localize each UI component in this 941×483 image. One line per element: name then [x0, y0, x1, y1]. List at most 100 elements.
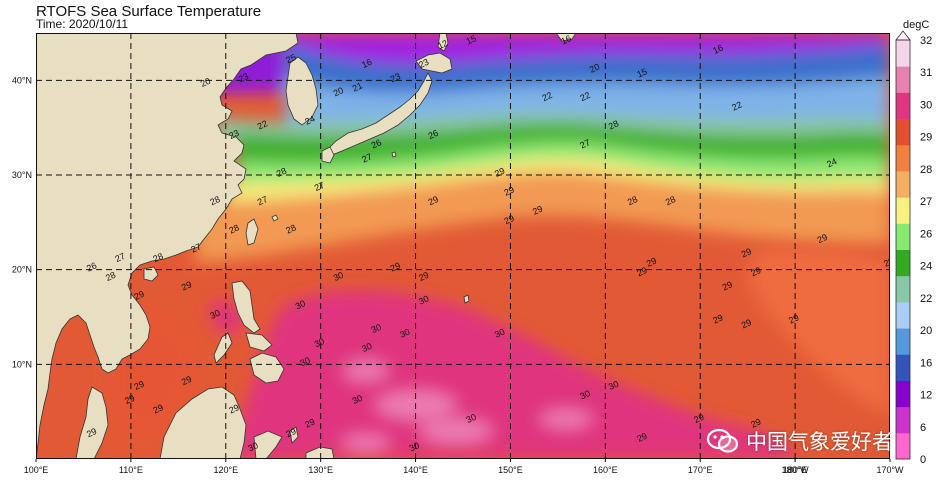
contour-label: 20 — [199, 76, 212, 89]
contour-label: 30 — [465, 412, 478, 425]
contour-label: 29 — [180, 374, 193, 387]
colorbar-tick-label: 27 — [920, 196, 932, 208]
colorbar-swatch — [896, 118, 910, 146]
land-mindanao — [249, 352, 285, 384]
land-japan-hokkaido — [415, 52, 453, 74]
contour-label: 29 — [711, 312, 724, 325]
contour-label: 29 — [721, 279, 734, 292]
colorbar-swatch — [896, 170, 910, 198]
map-frame — [36, 33, 890, 459]
colorbar-tick-label: 24 — [920, 261, 932, 273]
land-marianas — [463, 294, 470, 304]
contour-label: 30 — [208, 308, 221, 321]
contour-label: 27 — [256, 194, 269, 207]
colorbar-tick-label: 32 — [920, 35, 932, 47]
contour-label: 30 — [246, 440, 259, 453]
land-japan-honshu — [325, 72, 433, 156]
contour-label: 24 — [303, 114, 316, 127]
contour-label: 29 — [787, 312, 800, 325]
contour-label: 29 — [503, 213, 516, 226]
contour-label: 28 — [104, 270, 117, 283]
colorbar-swatch — [896, 40, 910, 67]
land-luzon — [231, 280, 261, 334]
contour-label: 29 — [85, 426, 98, 439]
contour-label: 30 — [398, 327, 411, 340]
colorbar-frame — [895, 39, 911, 460]
contour-label: 29 — [132, 379, 145, 392]
contour-label: 29 — [531, 203, 544, 216]
colorbar: degC 0 6 12 16 20 22 24 26 27 28 29 30 31 32 — [895, 19, 932, 466]
colorbar-unit: degC — [903, 19, 929, 31]
watermark: 中国气象爱好者 — [706, 424, 893, 458]
contour-label: 22 — [540, 90, 553, 103]
contour-label: 28 — [664, 194, 677, 207]
contour-label: 28 — [626, 194, 639, 207]
lon-tick-label: 170°W — [876, 465, 904, 475]
contour-label: 20 — [332, 85, 345, 98]
colorbar-swatch — [896, 328, 910, 355]
contour-label: 23 — [237, 71, 250, 84]
colorbar-swatch — [896, 432, 910, 460]
contour-label: 28 — [284, 222, 297, 235]
sst-band-28 — [196, 171, 890, 263]
colorbar-tick-label: 28 — [920, 164, 932, 176]
colorbar-swatch — [896, 380, 910, 408]
contour-label: 29 — [303, 416, 316, 429]
lon-tick-label: 100°E — [24, 465, 49, 475]
contour-label: 12 — [436, 38, 449, 51]
gridlines — [36, 33, 890, 459]
lon-tick-labels: 100°E 110°E 120°E 130°E 140°E 150°E 160°E 170°E… — [24, 459, 904, 475]
contour-label: 22 — [730, 99, 743, 112]
contour-label: 30 — [360, 341, 373, 354]
lat-tick-label: 20°N — [12, 265, 32, 275]
lon-tick-label: 110°E — [119, 465, 143, 475]
contour-label: 22 — [578, 90, 591, 103]
colorbar-tick-label: 26 — [920, 228, 932, 240]
land-sakhalin — [437, 33, 449, 52]
contour-label: 23 — [389, 71, 402, 84]
land-malay — [75, 386, 109, 459]
contour-label: 29 — [749, 265, 762, 278]
lon-tick-label: 140°E — [403, 465, 428, 475]
lat-tick-labels: 10°N 20°N 30°N 40°N — [12, 75, 32, 369]
contour-label: 29 — [417, 270, 430, 283]
sst-east-29 — [749, 248, 890, 413]
lat-tick-label: 30°N — [12, 170, 32, 180]
land-borneo — [159, 386, 247, 459]
land-kamchatka — [555, 33, 577, 42]
land-korea — [285, 56, 319, 126]
contour-label: 29 — [740, 246, 753, 259]
contour-label: 29 — [692, 412, 705, 425]
contour-label: 29 — [427, 194, 440, 207]
lon-tick-label: 180°W — [782, 465, 810, 475]
contour-label: 16 — [711, 43, 724, 56]
colorbar-swatch — [896, 197, 910, 224]
watermark-text: 中国气象爱好者 — [746, 431, 893, 454]
colorbar-swatch — [896, 275, 910, 303]
contour-label: 26 — [427, 128, 440, 141]
colorbar-swatch — [896, 144, 910, 172]
contour-label: 30 — [351, 393, 364, 406]
sst-band-27 — [226, 157, 890, 221]
contour-label: 28 — [208, 194, 221, 207]
contour-labels: 20 23 25 16 23 23 20 21 12 15 15 20 16 16 23 22 24 26 26 22… — [85, 33, 890, 453]
contour-label: 16 — [360, 57, 373, 70]
contour-label: 27 — [578, 137, 591, 150]
contour-label: 28 — [275, 166, 288, 179]
contour-label: 30 — [493, 327, 506, 340]
contour-label: 27 — [189, 241, 202, 254]
sst-pool-31-c — [540, 410, 592, 428]
lat-tick-label: 10°N — [12, 359, 32, 369]
colorbar-swatch — [896, 406, 910, 434]
contour-label: 29 — [635, 265, 648, 278]
contour-label: 26 — [370, 137, 383, 150]
lon-tick-label: 130°E — [308, 465, 333, 475]
colorbar-swatch — [896, 354, 910, 381]
colorbar-swatch — [896, 92, 910, 120]
contour-label: 29 — [816, 232, 829, 245]
contour-label: 29 — [882, 256, 890, 269]
land-visayas — [245, 332, 273, 352]
contour-label: 30 — [408, 440, 421, 453]
contour-label: 29 — [284, 426, 297, 439]
contour-label: 24 — [825, 156, 838, 169]
